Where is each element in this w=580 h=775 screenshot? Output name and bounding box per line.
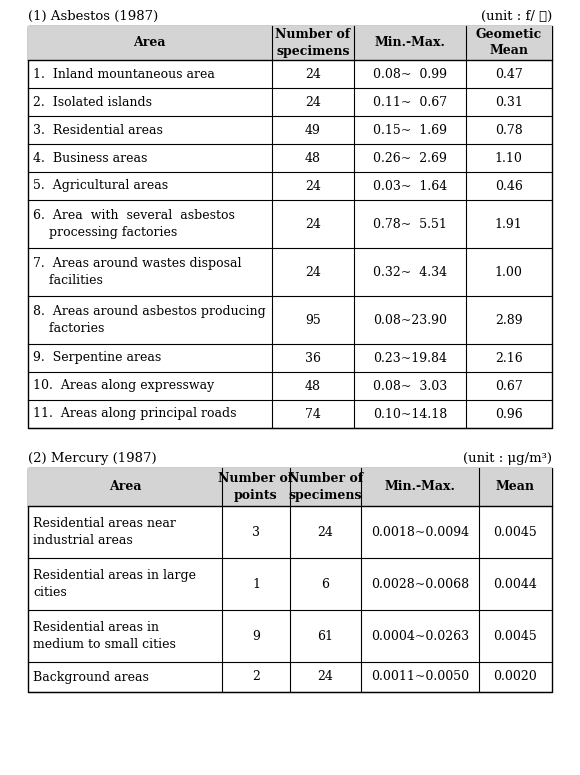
Bar bbox=[28, 26, 552, 60]
Text: 5.  Agricultural areas: 5. Agricultural areas bbox=[33, 180, 168, 192]
Text: 0.0028~0.0068: 0.0028~0.0068 bbox=[371, 577, 469, 591]
Text: 0.96: 0.96 bbox=[495, 408, 523, 421]
Text: 0.10~14.18: 0.10~14.18 bbox=[373, 408, 447, 421]
Text: 1.91: 1.91 bbox=[495, 218, 523, 230]
Text: Residential areas in large
cities: Residential areas in large cities bbox=[33, 569, 196, 599]
Text: 24: 24 bbox=[305, 266, 321, 278]
Text: 8.  Areas around asbestos producing
    factories: 8. Areas around asbestos producing facto… bbox=[33, 305, 266, 335]
Bar bbox=[28, 468, 552, 692]
Text: 0.31: 0.31 bbox=[495, 95, 523, 109]
Text: Background areas: Background areas bbox=[33, 670, 149, 684]
Text: 24: 24 bbox=[317, 525, 334, 539]
Text: 24: 24 bbox=[305, 67, 321, 81]
Text: 0.0045: 0.0045 bbox=[494, 629, 537, 642]
Text: 1: 1 bbox=[252, 577, 260, 591]
Text: (unit : f/ ℓ): (unit : f/ ℓ) bbox=[481, 10, 552, 23]
Text: 0.0011~0.0050: 0.0011~0.0050 bbox=[371, 670, 469, 684]
Text: 4.  Business areas: 4. Business areas bbox=[33, 151, 147, 164]
Text: 2.  Isolated islands: 2. Isolated islands bbox=[33, 95, 152, 109]
Text: 0.08~  0.99: 0.08~ 0.99 bbox=[373, 67, 447, 81]
Text: (1) Asbestos (1987): (1) Asbestos (1987) bbox=[28, 10, 158, 23]
Text: 2.89: 2.89 bbox=[495, 314, 523, 326]
Text: Number of
specimens: Number of specimens bbox=[276, 29, 351, 57]
Text: 0.0018~0.0094: 0.0018~0.0094 bbox=[371, 525, 469, 539]
Text: 0.11~  0.67: 0.11~ 0.67 bbox=[373, 95, 447, 109]
Text: Min.-Max.: Min.-Max. bbox=[375, 36, 445, 50]
Text: 0.03~  1.64: 0.03~ 1.64 bbox=[373, 180, 447, 192]
Text: 0.78: 0.78 bbox=[495, 123, 523, 136]
Text: 9: 9 bbox=[252, 629, 260, 642]
Text: Area: Area bbox=[133, 36, 166, 50]
Text: 10.  Areas along expressway: 10. Areas along expressway bbox=[33, 380, 214, 392]
Text: 24: 24 bbox=[305, 95, 321, 109]
Text: Mean: Mean bbox=[496, 480, 535, 494]
Text: 6: 6 bbox=[321, 577, 329, 591]
Text: 0.78~  5.51: 0.78~ 5.51 bbox=[373, 218, 447, 230]
Text: 24: 24 bbox=[305, 180, 321, 192]
Text: 9.  Serpentine areas: 9. Serpentine areas bbox=[33, 352, 161, 364]
Text: Area: Area bbox=[108, 480, 141, 494]
Text: 0.0044: 0.0044 bbox=[494, 577, 537, 591]
Text: Number of
points: Number of points bbox=[219, 473, 293, 501]
Text: 1.00: 1.00 bbox=[495, 266, 523, 278]
Text: 3: 3 bbox=[252, 525, 260, 539]
Text: 36: 36 bbox=[305, 352, 321, 364]
Text: 6.  Area  with  several  asbestos
    processing factories: 6. Area with several asbestos processing… bbox=[33, 209, 235, 239]
Text: 0.0045: 0.0045 bbox=[494, 525, 537, 539]
Text: 48: 48 bbox=[305, 151, 321, 164]
Text: 24: 24 bbox=[305, 218, 321, 230]
Text: 11.  Areas along principal roads: 11. Areas along principal roads bbox=[33, 408, 237, 421]
Text: (2) Mercury (1987): (2) Mercury (1987) bbox=[28, 452, 157, 465]
Text: 0.0004~0.0263: 0.0004~0.0263 bbox=[371, 629, 469, 642]
Text: 2.16: 2.16 bbox=[495, 352, 523, 364]
Text: 1.10: 1.10 bbox=[495, 151, 523, 164]
Text: Residential areas near
industrial areas: Residential areas near industrial areas bbox=[33, 517, 176, 547]
Text: 7.  Areas around wastes disposal
    facilities: 7. Areas around wastes disposal faciliti… bbox=[33, 257, 241, 287]
Text: 74: 74 bbox=[305, 408, 321, 421]
Text: 0.08~  3.03: 0.08~ 3.03 bbox=[373, 380, 447, 392]
Text: 0.0020: 0.0020 bbox=[494, 670, 537, 684]
Text: 0.67: 0.67 bbox=[495, 380, 523, 392]
Text: 0.32~  4.34: 0.32~ 4.34 bbox=[373, 266, 447, 278]
Text: Geometic
Mean: Geometic Mean bbox=[476, 29, 542, 57]
Text: (unit : μg/m³): (unit : μg/m³) bbox=[463, 452, 552, 465]
Text: 2: 2 bbox=[252, 670, 260, 684]
Text: 0.46: 0.46 bbox=[495, 180, 523, 192]
Text: Number of
specimens: Number of specimens bbox=[288, 473, 363, 501]
Text: 1.  Inland mountaneous area: 1. Inland mountaneous area bbox=[33, 67, 215, 81]
Text: 48: 48 bbox=[305, 380, 321, 392]
Text: 0.47: 0.47 bbox=[495, 67, 523, 81]
Text: Residential areas in
medium to small cities: Residential areas in medium to small cit… bbox=[33, 621, 176, 651]
Bar bbox=[28, 26, 552, 428]
Text: 0.23~19.84: 0.23~19.84 bbox=[373, 352, 447, 364]
Text: 3.  Residential areas: 3. Residential areas bbox=[33, 123, 163, 136]
Text: 0.15~  1.69: 0.15~ 1.69 bbox=[373, 123, 447, 136]
Bar bbox=[28, 468, 552, 506]
Text: 61: 61 bbox=[317, 629, 334, 642]
Text: 0.26~  2.69: 0.26~ 2.69 bbox=[373, 151, 447, 164]
Text: 49: 49 bbox=[305, 123, 321, 136]
Text: 0.08~23.90: 0.08~23.90 bbox=[373, 314, 447, 326]
Text: 24: 24 bbox=[317, 670, 334, 684]
Text: 95: 95 bbox=[305, 314, 321, 326]
Text: Min.-Max.: Min.-Max. bbox=[385, 480, 455, 494]
